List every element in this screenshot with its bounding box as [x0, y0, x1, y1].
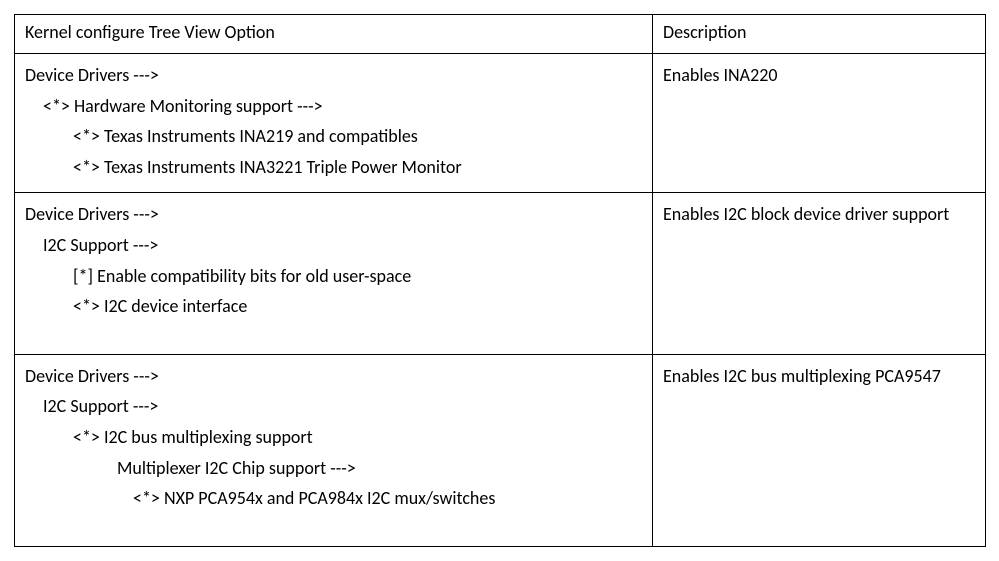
option-cell: Device Drivers ---> <*> Hardware Monitor… [15, 54, 653, 193]
description-cell: Enables I2C block device driver support [653, 193, 986, 354]
tree-line: <*> NXP PCA954x and PCA984x I2C mux/swit… [25, 483, 642, 514]
spacer [25, 514, 642, 536]
header-description: Description [653, 15, 986, 54]
tree-line: I2C Support ---> [25, 230, 642, 261]
table-header-row: Kernel configure Tree View Option Descri… [15, 15, 986, 54]
kernel-config-table: Kernel configure Tree View Option Descri… [14, 14, 986, 547]
tree-line: <*> Texas Instruments INA3221 Triple Pow… [25, 152, 642, 183]
table-row: Device Drivers ---> I2C Support ---> [*]… [15, 193, 986, 354]
tree-line: <*> I2C device interface [25, 291, 642, 322]
tree-line: I2C Support ---> [25, 391, 642, 422]
table-row: Device Drivers ---> <*> Hardware Monitor… [15, 54, 986, 193]
tree-line: Device Drivers ---> [25, 199, 642, 230]
spacer [25, 322, 642, 344]
table-row: Device Drivers ---> I2C Support ---> <*>… [15, 354, 986, 546]
tree-line: <*> Texas Instruments INA219 and compati… [25, 121, 642, 152]
header-option: Kernel configure Tree View Option [15, 15, 653, 54]
tree-line: [*] Enable compatibility bits for old us… [25, 261, 642, 292]
description-cell: Enables I2C bus multiplexing PCA9547 [653, 354, 986, 546]
tree-line: <*> Hardware Monitoring support ---> [25, 91, 642, 122]
tree-line: Device Drivers ---> [25, 361, 642, 392]
description-text: Enables I2C bus multiplexing PCA9547 [663, 361, 975, 392]
description-text: Enables INA220 [663, 60, 975, 91]
tree-line: <*> I2C bus multiplexing support [25, 422, 642, 453]
option-cell: Device Drivers ---> I2C Support ---> <*>… [15, 354, 653, 546]
description-cell: Enables INA220 [653, 54, 986, 193]
option-cell: Device Drivers ---> I2C Support ---> [*]… [15, 193, 653, 354]
description-text: Enables I2C block device driver support [663, 199, 975, 230]
tree-line: Device Drivers ---> [25, 60, 642, 91]
tree-line: Multiplexer I2C Chip support ---> [25, 453, 642, 484]
